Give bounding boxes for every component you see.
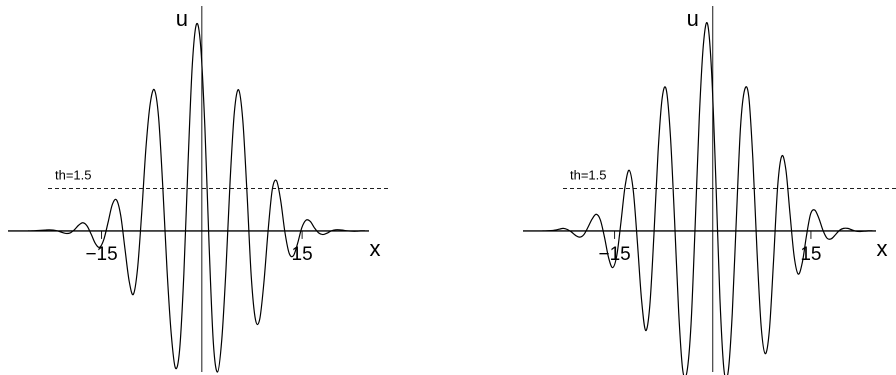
panel-right: th=1.5 −15 15 x u [523, 6, 896, 375]
series-line [28, 22, 365, 373]
y-axis-label: u [687, 6, 699, 31]
panel-left: th=1.5 −15 15 x u [8, 6, 389, 373]
y-axis-label: u [176, 6, 188, 31]
x-tick-label: −15 [85, 244, 117, 265]
x-axis-label: x [877, 236, 888, 261]
x-tick-label: 15 [292, 244, 313, 265]
threshold-label: th=1.5 [55, 168, 92, 183]
threshold-label: th=1.5 [570, 168, 607, 183]
series-line [542, 22, 873, 375]
x-tick-label: 15 [800, 244, 821, 265]
x-tick-label: −15 [598, 244, 630, 265]
x-axis-label: x [370, 236, 381, 261]
